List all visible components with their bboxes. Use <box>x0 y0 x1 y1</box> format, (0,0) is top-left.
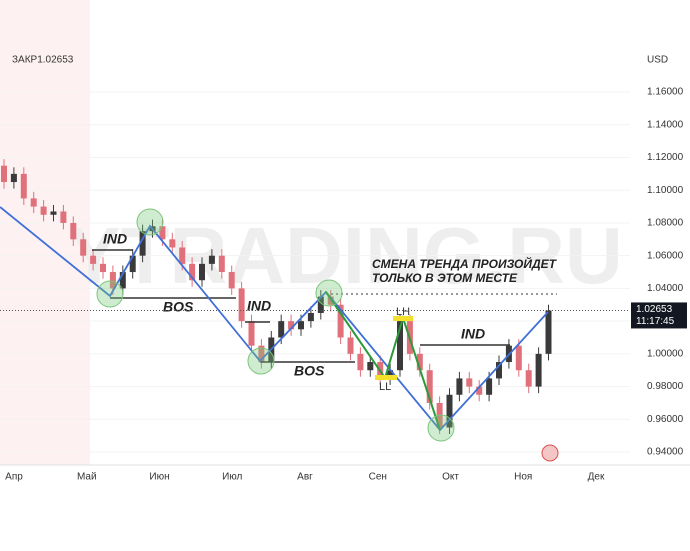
y-tick-label: 1.04000 <box>647 283 684 294</box>
x-tick-label: Ноя <box>514 472 532 483</box>
candle-body <box>337 304 344 338</box>
pivot-circle <box>247 347 275 375</box>
label: IND <box>103 231 127 247</box>
candle-body <box>347 337 354 354</box>
candle-body <box>446 394 453 428</box>
y-tick-label: 1.14000 <box>647 119 684 130</box>
pivot-circle <box>136 208 164 236</box>
candle-body <box>486 378 493 395</box>
candle-body <box>189 263 196 281</box>
candle-body <box>496 362 502 379</box>
candle-body <box>456 378 463 395</box>
candle-body <box>228 272 235 289</box>
candle-body <box>179 247 186 264</box>
candle-body <box>327 296 334 305</box>
x-tick-label: Май <box>77 472 97 483</box>
pivot-circle <box>427 414 455 442</box>
candle-body <box>30 198 37 207</box>
candle-body <box>476 386 483 395</box>
candle-body <box>288 321 295 330</box>
note: ТОЛЬКО В ЭТОМ МЕСТЕ <box>372 271 518 285</box>
label: LL <box>379 381 391 393</box>
candle-body <box>387 370 394 379</box>
y-tick-label: 0.94000 <box>647 447 684 458</box>
candle-body <box>1 165 7 183</box>
x-tick-label: Авг <box>297 472 313 483</box>
candle-body <box>129 255 136 273</box>
label: LH <box>396 306 410 318</box>
x-tick-label: Дек <box>588 472 605 483</box>
structure-zigzag <box>325 291 441 431</box>
candle-body <box>426 370 433 403</box>
y-tick-label: 0.96000 <box>647 414 684 425</box>
candle-body <box>159 226 166 240</box>
candle-body <box>119 272 126 289</box>
note: СМЕНА ТРЕНДА ПРОИЗОЙДЕТ <box>372 255 558 271</box>
label: BOS <box>294 363 325 379</box>
last-price-box <box>631 302 687 329</box>
candle-body <box>367 362 374 371</box>
candle-body <box>397 321 403 371</box>
pivot-circle <box>315 279 343 307</box>
candle-body <box>40 206 47 215</box>
candle-body <box>90 255 97 264</box>
currency: USD <box>647 55 668 66</box>
candle-body <box>80 239 87 256</box>
annotations <box>0 206 559 462</box>
y-tick-label: 1.16000 <box>647 87 684 98</box>
candle-body <box>100 263 106 273</box>
label: IND <box>247 298 271 314</box>
plot <box>0 91 690 466</box>
label: IND <box>461 326 485 342</box>
candle-body <box>307 312 314 322</box>
x-tick-label: Апр <box>5 472 23 483</box>
event-icon <box>541 444 559 462</box>
lh-marker <box>393 316 413 321</box>
candle-body <box>60 211 67 223</box>
y-tick-label: 0.98000 <box>647 381 684 392</box>
last-time: 11:17:45 <box>636 316 675 327</box>
candle-body <box>317 296 324 313</box>
candle-body <box>208 255 215 264</box>
x-tick-label: Окт <box>442 472 459 483</box>
candle-body <box>238 288 245 322</box>
candle-body <box>20 173 27 199</box>
candle-body <box>258 345 265 363</box>
x-tick-label: Июл <box>222 472 242 483</box>
candle-body <box>535 353 542 387</box>
ll-marker <box>375 375 397 380</box>
candle-body <box>50 211 57 215</box>
x-tick-label: Июн <box>149 472 169 483</box>
y-tick-label: 1.06000 <box>647 250 684 261</box>
y-tick-label: 1.08000 <box>647 218 684 229</box>
header: ЗАКР1.02653 <box>12 55 74 66</box>
candle-body <box>466 378 473 387</box>
candle-body <box>199 263 205 281</box>
y-tick-label: 1.00000 <box>647 348 684 359</box>
candle-body <box>298 321 304 330</box>
candle-body <box>278 321 285 338</box>
pivot-circle <box>96 280 124 308</box>
y-tick-label: 1.10000 <box>647 185 684 196</box>
candle-body <box>10 173 17 183</box>
label: BOS <box>163 299 194 315</box>
candle-body <box>515 345 522 371</box>
y-tick-label: 1.12000 <box>647 152 684 163</box>
candle-body <box>109 272 116 289</box>
candle-body <box>416 353 423 371</box>
candle-body <box>545 310 552 354</box>
x-tick-label: Сен <box>369 472 387 483</box>
candle-body <box>70 222 77 240</box>
last-price: 1.02653 <box>636 304 673 315</box>
candle-body <box>139 231 146 256</box>
candle-body <box>248 321 255 346</box>
candle-body <box>218 255 225 273</box>
candle-body <box>357 353 364 371</box>
candle-body <box>169 239 176 248</box>
candle-body <box>525 370 532 387</box>
